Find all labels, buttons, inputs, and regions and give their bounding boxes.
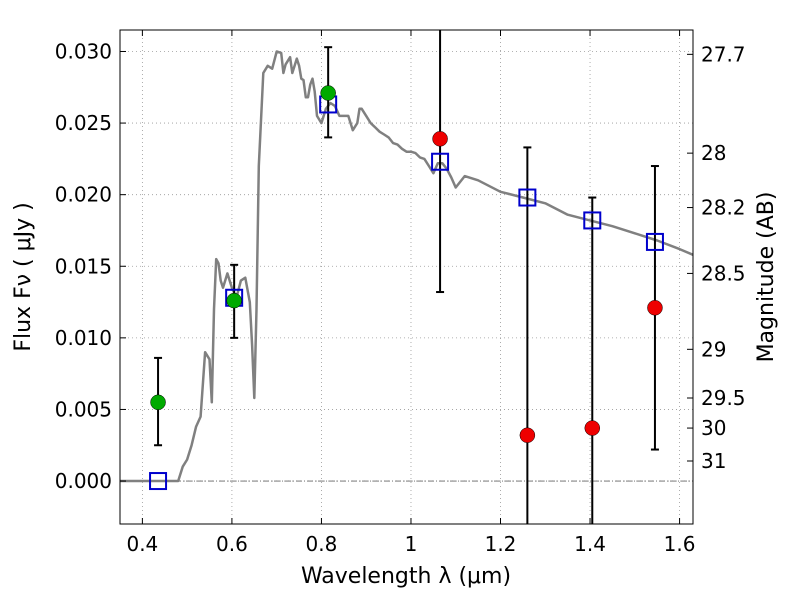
model-photometry-square <box>645 232 664 251</box>
model-photometry-square <box>149 472 168 491</box>
x-tick-label: 0.4 <box>126 532 158 556</box>
right-tick-label: 28 <box>701 141 726 165</box>
y-tick-label: 0.025 <box>55 111 112 135</box>
right-tick-label: 31 <box>701 449 726 473</box>
model-photometry-square <box>431 152 450 171</box>
observed-flux-point <box>150 394 166 411</box>
y-axis-label: Flux Fν ( μJy ) <box>11 202 36 351</box>
observed-flux-point <box>584 420 601 436</box>
model-spectrum-line <box>120 50 694 483</box>
x-tick-label: 1 <box>405 532 418 556</box>
y-tick-label: 0.030 <box>55 39 112 63</box>
tick-layer: 0.4 0.6 0.8 1 1.2 1.4 1.6 0.000 0.005 0.010 0.015 0… <box>55 30 746 556</box>
model-photometry-square <box>518 188 537 207</box>
x-tick-label: 1.6 <box>664 532 696 556</box>
right-tick-label: 28.2 <box>701 196 746 220</box>
x-tick-label: 0.6 <box>216 532 248 556</box>
x-tick-label: 1.4 <box>574 532 606 556</box>
right-tick-label: 29 <box>701 337 726 361</box>
model-photometry-square <box>583 211 602 230</box>
observed-flux-point <box>432 131 448 147</box>
observed-flux-point <box>320 85 336 101</box>
y-tick-label: 0.000 <box>55 469 112 493</box>
x-tick-label: 1.2 <box>485 532 517 556</box>
plot-frame <box>119 29 694 525</box>
observed-flux-point <box>226 292 242 309</box>
right-tick-label: 27.7 <box>701 42 746 66</box>
y-tick-label: 0.020 <box>55 183 112 207</box>
right-tick-label: 28.5 <box>701 261 746 285</box>
x-axis-label: Wavelength λ (μm) <box>301 564 511 589</box>
observed-flux-point <box>519 427 536 443</box>
observed-flux-point <box>647 300 663 316</box>
y-tick-label: 0.010 <box>55 326 112 350</box>
marker-layer <box>149 85 664 491</box>
right-tick-label: 30 <box>701 416 726 440</box>
series-layer <box>120 50 694 483</box>
right-tick-label: 29.5 <box>701 386 746 410</box>
y-tick-label: 0.005 <box>55 397 112 421</box>
right-axis-label: Magnitude (AB) <box>754 192 779 363</box>
x-tick-label: 0.8 <box>306 532 338 556</box>
y-tick-label: 0.015 <box>55 254 112 278</box>
